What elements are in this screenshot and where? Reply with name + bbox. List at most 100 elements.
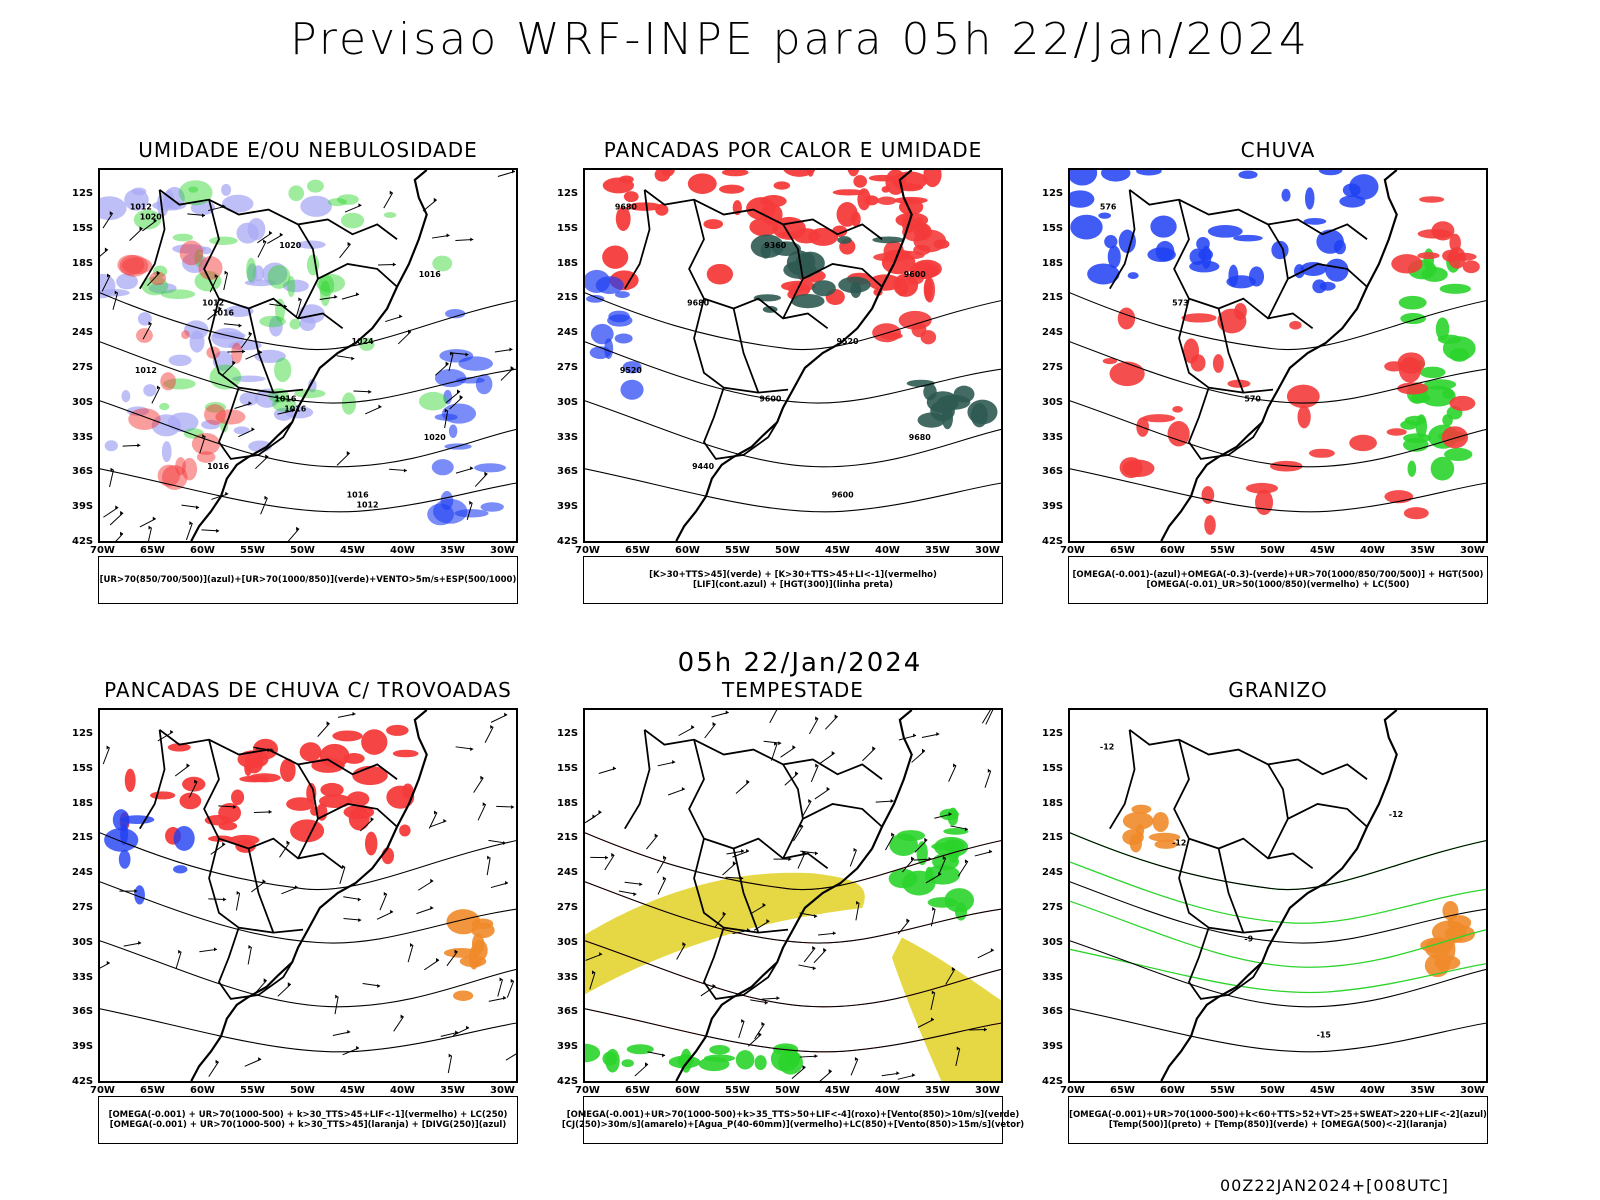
latitude-tick-label: 39S: [1042, 501, 1064, 513]
latitude-tick-label: 18S: [557, 257, 579, 269]
latitude-tick-label: 21S: [557, 292, 579, 304]
forecast-date-label: 05h 22/Jan/2024: [677, 648, 923, 678]
latitude-tick-label: 18S: [72, 257, 94, 269]
longitude-tick-label: 60W: [675, 545, 700, 556]
longitude-tick-label: 65W: [625, 545, 650, 556]
latitude-tick-label: 15S: [72, 762, 94, 774]
latitude-tick-label: 12S: [1042, 728, 1064, 739]
contour-label: 570: [1244, 395, 1261, 404]
latitude-tick-label: 42S: [557, 536, 579, 547]
latitude-tick-label: 18S: [1042, 257, 1064, 269]
longitude-tick-label: 70W: [90, 545, 115, 556]
longitude-tick-label: 45W: [340, 545, 365, 556]
latitude-tick-label: 27S: [557, 362, 579, 373]
longitude-tick-label: 30W: [975, 1085, 1000, 1096]
longitude-tick-label: 60W: [190, 545, 215, 556]
latitude-tick-label: 21S: [557, 832, 579, 844]
latitude-tick-label: 27S: [557, 902, 579, 913]
weather-map: [100, 710, 516, 1081]
latitude-tick-label: 24S: [72, 327, 94, 339]
longitude-tick-label: 40W: [875, 545, 900, 556]
longitude-tick-label: 65W: [140, 545, 165, 556]
longitude-tick-label: 70W: [575, 545, 600, 556]
panel-title: GRANIZO: [1228, 678, 1328, 702]
latitude-tick-label: 33S: [72, 431, 94, 443]
contour-label: 1020: [424, 433, 447, 442]
contour-label: 1020: [140, 212, 163, 221]
contour-label: -12: [1172, 839, 1186, 848]
latitude-tick-label: 36S: [1042, 1006, 1064, 1018]
latitude-tick-label: 33S: [1042, 431, 1064, 443]
latitude-tick-label: 30S: [72, 936, 94, 948]
map-frame: [98, 708, 518, 1083]
latitude-tick-label: 15S: [557, 762, 579, 774]
contour-label: -9: [1244, 935, 1253, 944]
weather-map: 1012101210161016101610121016102010241020…: [100, 170, 516, 541]
contour-label: 9680: [687, 299, 710, 308]
longitude-tick-label: 60W: [1160, 1085, 1185, 1096]
longitude-tick-label: 40W: [1360, 1085, 1385, 1096]
contour-label: 573: [1172, 299, 1189, 308]
legend-line: [CJ(250)>30m/s](amarelo)+[Agua_P(40-60mm…: [561, 1120, 1025, 1130]
latitude-tick-label: 12S: [72, 728, 94, 739]
longitude-tick-label: 40W: [390, 545, 415, 556]
latitude-tick-label: 24S: [1042, 867, 1064, 879]
contour-label: 9360: [764, 241, 787, 250]
latitude-tick-label: 42S: [1042, 1076, 1064, 1087]
map-frame: 576 573 570: [1068, 168, 1488, 543]
latitude-tick-label: 33S: [72, 971, 94, 983]
contour-label: 576: [1100, 203, 1117, 212]
contour-label: 9520: [620, 366, 643, 375]
longitude-tick-label: 45W: [1310, 1085, 1335, 1096]
latitude-tick-label: 39S: [557, 501, 579, 513]
latitude-tick-label: 39S: [557, 1041, 579, 1053]
latitude-tick-label: 12S: [557, 188, 579, 199]
latitude-tick-label: 18S: [557, 797, 579, 809]
legend-line: [UR>70(850/700/500)](azul)+[UR>70(1000/8…: [99, 575, 517, 585]
longitude-tick-label: 30W: [1460, 545, 1485, 556]
longitude-tick-label: 30W: [1460, 1085, 1485, 1096]
map-frame: -12 -12 -9 -15 -12: [1068, 708, 1488, 1083]
longitude-tick-label: 40W: [390, 1085, 415, 1096]
latitude-tick-label: 39S: [72, 501, 94, 513]
panel-title: UMIDADE E/OU NEBULOSIDADE: [138, 138, 478, 162]
contour-label: 1024: [352, 337, 375, 346]
panel-title: TEMPESTADE: [722, 678, 864, 702]
contour-label: 1016: [207, 462, 230, 471]
legend-line: [OMEGA(-0.001)+UR>70(1000-500)+k<60+TTS>…: [1069, 1110, 1487, 1120]
contour-label: 9680: [909, 433, 932, 442]
longitude-tick-label: 65W: [140, 1085, 165, 1096]
weather-map: -12 -12 -9 -15 -12: [1070, 710, 1486, 1081]
latitude-tick-label: 42S: [72, 536, 94, 547]
latitude-tick-label: 30S: [1042, 936, 1064, 948]
latitude-tick-label: 33S: [1042, 971, 1064, 983]
longitude-tick-label: 35W: [1410, 545, 1435, 556]
latitude-tick-label: 15S: [557, 222, 579, 234]
longitude-tick-label: 50W: [775, 545, 800, 556]
latitude-tick-label: 30S: [557, 396, 579, 408]
legend-line: [OMEGA(-0.001) + UR>70(1000-500) + k>30_…: [108, 1110, 508, 1120]
map-panel-p2: PANCADAS POR CALOR E UMIDADE 12S 15S 18S 21S…: [485, 138, 1003, 628]
latitude-tick-label: 42S: [72, 1076, 94, 1087]
latitude-tick-label: 24S: [557, 327, 579, 339]
longitude-tick-label: 50W: [290, 1085, 315, 1096]
legend-line: [OMEGA(-0.01)_UR>50(1000/850)(vermelho) …: [1146, 580, 1410, 590]
longitude-tick-label: 40W: [875, 1085, 900, 1096]
latitude-tick-label: 24S: [557, 867, 579, 879]
latitude-tick-label: 27S: [72, 362, 94, 373]
contour-label: -15: [1317, 1030, 1331, 1039]
longitude-tick-label: 30W: [490, 1085, 515, 1096]
legend-line: [OMEGA(-0.001) + UR>70(1000-500) + k>30_…: [109, 1120, 507, 1130]
latitude-tick-label: 36S: [557, 466, 579, 478]
contour-label: 1016: [284, 404, 307, 413]
longitude-tick-label: 65W: [1110, 545, 1135, 556]
longitude-tick-label: 60W: [190, 1085, 215, 1096]
weather-map: 576 573 570: [1070, 170, 1486, 541]
latitude-tick-label: 15S: [1042, 762, 1064, 774]
longitude-tick-label: 55W: [240, 545, 265, 556]
legend-box: [OMEGA(-0.001)+UR>70(1000-500)+k<60+TTS>…: [1068, 1096, 1488, 1144]
legend-box: [OMEGA(-0.001)+UR>70(1000-500)+k>35_TTS>…: [562, 1096, 1024, 1144]
latitude-tick-label: 21S: [72, 832, 94, 844]
legend-line: [LIF](cont.azul) + [HGT(300)](linha pret…: [692, 580, 894, 590]
contour-label: 9680: [615, 203, 638, 212]
